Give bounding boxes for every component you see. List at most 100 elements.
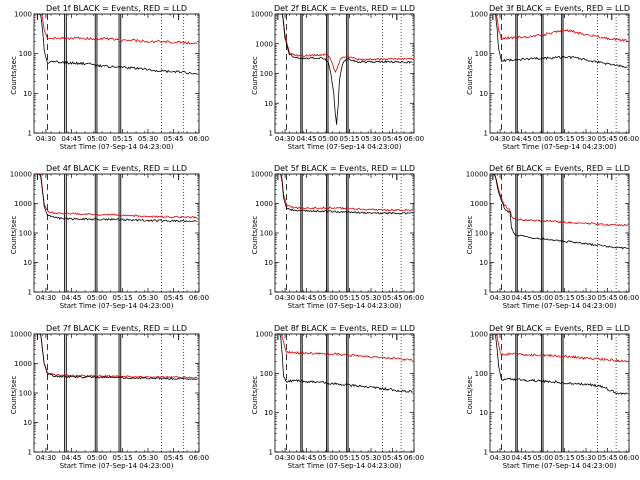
x-tick-label: 04:30 — [36, 135, 56, 143]
y-tick-label: 10 — [479, 409, 488, 417]
x-axis-label: Start Time (07-Sep-14 04:23:00) — [60, 143, 174, 151]
chart-panel-3: Det 3f BLACK = Events, RED = LLD 1 10 100 10… — [466, 4, 639, 151]
chart-title: Det 5f BLACK = Events, RED = LLD — [274, 164, 415, 173]
y-axis-label: Counts/sec — [10, 56, 18, 95]
y-axis-label: Counts/sec — [251, 56, 259, 95]
x-axis-label: Start Time (07-Sep-14 04:23:00) — [288, 462, 402, 470]
y-tick-label: 10 — [479, 90, 488, 98]
series-red-lld-line — [492, 334, 628, 363]
x-tick-label: 04:45 — [296, 454, 316, 462]
x-tick-label: 05:00 — [318, 135, 338, 143]
x-tick-label: 05:30 — [138, 135, 158, 143]
x-tick-label: 05:45 — [382, 135, 402, 143]
series-black-events-line — [492, 174, 628, 250]
series-red-lld-line — [277, 14, 413, 74]
chart-title: Det 6f BLACK = Events, RED = LLD — [489, 164, 630, 173]
y-tick-label: 10000 — [10, 171, 32, 179]
x-axis-label: Start Time (07-Sep-14 04:23:00) — [503, 143, 617, 151]
series-red-lld-line — [37, 14, 198, 45]
y-tick-label: 100 — [260, 230, 273, 238]
x-tick-label: 04:30 — [275, 454, 295, 462]
plot-frame — [489, 13, 630, 134]
plot-frame — [33, 333, 200, 453]
x-tick-label: 05:45 — [163, 454, 183, 462]
x-tick-label: 05:15 — [112, 294, 132, 302]
y-axis-label: Counts/sec — [10, 376, 18, 415]
x-tick-label: 05:45 — [163, 135, 183, 143]
chart-title: Det 1f BLACK = Events, RED = LLD — [46, 4, 187, 13]
y-tick-label: 1 — [484, 449, 488, 457]
chart-title: Det 2f BLACK = Events, RED = LLD — [274, 4, 415, 13]
y-tick-label: 100 — [475, 230, 488, 238]
y-axis-label: Counts/sec — [251, 376, 259, 415]
x-tick-label: 04:45 — [296, 135, 316, 143]
x-tick-label: 04:45 — [61, 454, 81, 462]
series-red-lld-line — [492, 174, 628, 227]
y-tick-label: 100 — [19, 390, 32, 398]
x-axis-label: Start Time (07-Sep-14 04:23:00) — [60, 302, 174, 310]
x-tick-label: 05:00 — [318, 294, 338, 302]
x-tick-label: 04:30 — [36, 294, 56, 302]
series-black-events-line — [492, 14, 628, 68]
chart-panel-6: Det 6f BLACK = Events, RED = LLD 1 10 100 10… — [466, 164, 639, 310]
y-tick-label: 1000 — [470, 200, 488, 208]
x-tick-label: 04:45 — [296, 294, 316, 302]
plot-frame — [33, 13, 200, 134]
y-tick-label: 1000 — [470, 11, 488, 19]
x-tick-label: 05:00 — [318, 454, 338, 462]
x-tick-label: 05:30 — [138, 294, 158, 302]
x-tick-label: 04:45 — [511, 135, 531, 143]
series-black-events-line — [492, 334, 628, 395]
x-tick-label: 05:45 — [597, 294, 617, 302]
x-tick-label: 05:15 — [339, 454, 359, 462]
series-red-lld-line — [277, 334, 413, 362]
chart-title: Det 7f BLACK = Events, RED = LLD — [46, 324, 187, 333]
x-tick-label: 06:00 — [404, 294, 424, 302]
y-axis-label: Counts/sec — [466, 376, 474, 415]
y-tick-label: 10 — [479, 259, 488, 267]
chart-panel-4: Det 4f BLACK = Events, RED = LLD 1 10 100 10… — [10, 164, 209, 310]
chart-panel-8: Det 8f BLACK = Events, RED = LLD 1 10 100 10… — [251, 324, 424, 470]
y-tick-label: 1 — [484, 130, 488, 138]
y-tick-label: 10000 — [466, 171, 488, 179]
x-tick-label: 04:45 — [61, 135, 81, 143]
y-tick-label: 1000 — [255, 40, 273, 48]
x-tick-label: 05:15 — [112, 454, 132, 462]
y-tick-label: 10000 — [251, 11, 273, 19]
x-tick-label: 06:00 — [189, 294, 209, 302]
series-red-lld-line — [37, 334, 198, 379]
x-tick-label: 05:15 — [554, 135, 574, 143]
chart-panel-7: Det 7f BLACK = Events, RED = LLD 1 10 100 10… — [10, 324, 209, 470]
x-tick-label: 04:30 — [275, 294, 295, 302]
y-tick-label: 1 — [269, 289, 273, 297]
y-tick-label: 1000 — [255, 331, 273, 339]
x-tick-label: 05:30 — [576, 454, 596, 462]
series-red-lld-line — [492, 14, 628, 43]
x-tick-label: 06:00 — [189, 135, 209, 143]
y-tick-label: 100 — [19, 50, 32, 58]
y-tick-label: 1 — [28, 289, 32, 297]
x-tick-label: 05:30 — [361, 454, 381, 462]
x-tick-label: 06:00 — [619, 454, 639, 462]
chart-panel-5: Det 5f BLACK = Events, RED = LLD 1 10 100 10… — [251, 164, 424, 310]
x-tick-label: 06:00 — [404, 135, 424, 143]
y-tick-label: 100 — [260, 70, 273, 78]
series-black-events-line — [37, 14, 198, 75]
y-tick-label: 1 — [269, 449, 273, 457]
x-tick-label: 05:30 — [138, 454, 158, 462]
y-tick-label: 1000 — [14, 200, 32, 208]
x-tick-label: 04:30 — [490, 294, 510, 302]
x-tick-label: 05:00 — [533, 294, 553, 302]
plot-frame — [274, 333, 415, 453]
chart-panel-2: Det 2f BLACK = Events, RED = LLD 1 10 100 10… — [251, 4, 424, 151]
x-tick-label: 05:00 — [533, 135, 553, 143]
x-tick-label: 04:30 — [36, 454, 56, 462]
series-red-lld-line — [37, 174, 198, 219]
series-black-events-line — [277, 14, 413, 125]
y-tick-label: 1 — [28, 449, 32, 457]
x-tick-label: 04:45 — [511, 294, 531, 302]
y-tick-label: 1000 — [255, 200, 273, 208]
series-red-lld-line — [277, 174, 413, 212]
x-tick-label: 05:45 — [163, 294, 183, 302]
x-tick-label: 06:00 — [619, 294, 639, 302]
